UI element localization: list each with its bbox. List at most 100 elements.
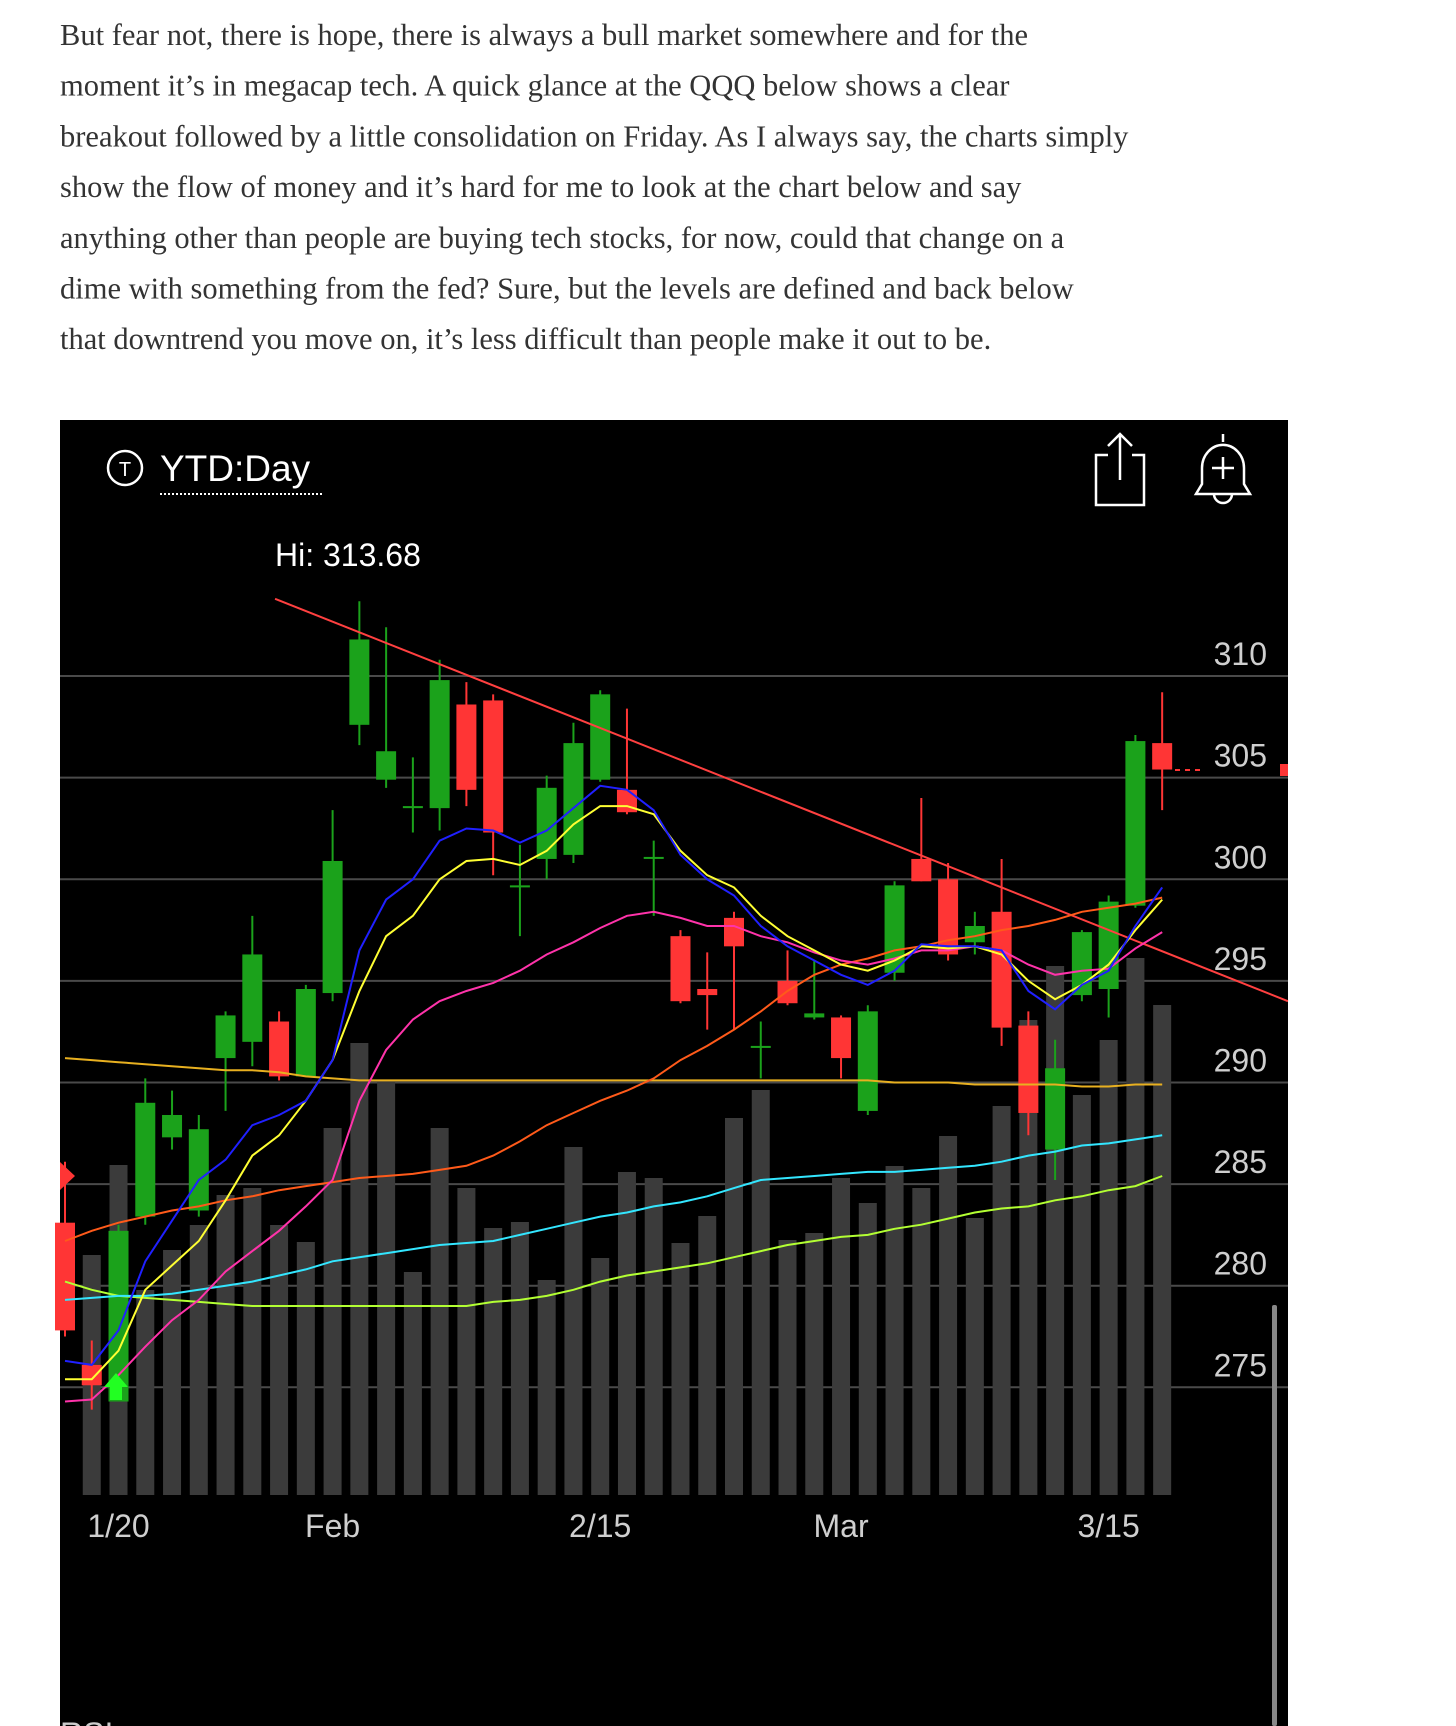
candle-body	[1125, 741, 1146, 906]
candle-body	[590, 694, 611, 780]
volume-bar	[1153, 1005, 1172, 1495]
y-tick-label: 275	[1214, 1347, 1267, 1383]
volume-bar	[189, 1225, 208, 1495]
volume-bar	[350, 1043, 369, 1495]
y-tick-label: 310	[1214, 636, 1267, 672]
x-tick-label: 2/15	[569, 1508, 631, 1544]
share-icon[interactable]	[1094, 432, 1146, 507]
moving-average-line	[64, 1175, 1163, 1307]
x-tick-label: Feb	[305, 1508, 360, 1544]
candle-body	[831, 1017, 852, 1059]
volume-bar	[992, 1106, 1011, 1495]
candle-body	[563, 743, 584, 855]
alert-icon[interactable]	[1193, 434, 1253, 505]
volume-bar	[671, 1243, 690, 1495]
volume-bar	[403, 1272, 422, 1495]
candle-body	[456, 704, 477, 790]
candle-body	[429, 680, 450, 809]
volume-bar	[510, 1222, 529, 1495]
candle-body	[402, 806, 423, 809]
candle-body	[857, 1011, 878, 1111]
text-line: anything other than people are buying te…	[60, 221, 1065, 255]
ticker-icon-letter: T	[119, 459, 131, 481]
volume-bar	[725, 1118, 743, 1495]
volume-bar	[1126, 958, 1145, 1495]
candle-body	[322, 860, 343, 994]
price-marker	[1280, 764, 1288, 776]
volume-bar	[832, 1178, 851, 1495]
volume-bar	[484, 1228, 503, 1495]
volume-bar	[270, 1225, 289, 1495]
y-tick-label: 290	[1214, 1042, 1267, 1078]
candle-body	[376, 751, 397, 780]
candle-body	[1071, 932, 1092, 996]
candle-body	[643, 856, 664, 859]
volume-bar	[1019, 1020, 1038, 1495]
y-tick-label: 305	[1214, 738, 1267, 774]
candle-body	[242, 954, 263, 1042]
period-selector[interactable]: YTD:Day	[160, 448, 311, 489]
moving-average-line	[64, 784, 1164, 1366]
candle-body	[911, 858, 932, 882]
volume-bar	[564, 1147, 583, 1495]
chart-background	[60, 420, 1288, 1726]
volume-bar	[591, 1258, 610, 1495]
candle-body	[162, 1114, 183, 1138]
candle-body	[750, 1045, 771, 1048]
candle-body	[108, 1230, 129, 1402]
candle-body	[536, 787, 557, 859]
text-line: moment it’s in megacap tech. A quick gla…	[60, 69, 1009, 103]
high-annotation: Hi: 313.68	[275, 537, 421, 573]
x-tick-label: 3/15	[1077, 1508, 1139, 1544]
moving-average-line	[64, 1057, 1163, 1088]
volume-bar	[136, 1290, 155, 1495]
y-tick-label: 300	[1214, 839, 1267, 875]
candle-body	[938, 879, 959, 955]
volume-bar	[163, 1250, 182, 1495]
article-text: But fear not, there is hope, there is al…	[60, 18, 1129, 356]
candle-body	[349, 639, 370, 725]
candle-body	[269, 1021, 290, 1077]
x-tick-label: 1/20	[87, 1508, 149, 1544]
ticker-icon[interactable]	[106, 449, 144, 487]
candle-body	[483, 700, 504, 833]
moving-average-line	[64, 1134, 1163, 1301]
volume-bar	[778, 1240, 797, 1495]
scrollbar	[1272, 1305, 1277, 1726]
candle-body	[1152, 743, 1173, 770]
volume-bar	[912, 1188, 931, 1495]
volume-bar	[457, 1188, 476, 1495]
candle-body	[1045, 1068, 1066, 1150]
volume-bar	[537, 1280, 556, 1495]
chart: 275 280 285 290 295 300 305 310 1/20 Feb 2/15 Mar 3/…	[55, 537, 1289, 1544]
text-line: that downtrend you move on, it’s less di…	[60, 322, 991, 356]
candle-body	[1098, 901, 1119, 989]
candle-body	[670, 936, 691, 1002]
volume-bar	[965, 1218, 984, 1495]
volume-bar	[751, 1090, 770, 1495]
candle-body	[509, 885, 530, 888]
volume-bar	[858, 1203, 877, 1495]
candle-body	[81, 1364, 102, 1386]
y-tick-label: 295	[1214, 941, 1267, 977]
volume-bar	[1099, 1040, 1118, 1495]
volume-bar	[805, 1233, 824, 1495]
moving-average-line	[64, 896, 1163, 1242]
trendline	[274, 597, 1289, 1003]
volume-bar	[216, 1195, 235, 1495]
candle-body	[697, 988, 718, 996]
buy-arrow	[104, 1373, 128, 1400]
candle-body	[295, 988, 316, 1077]
text-line: dime with something from the fed? Sure, …	[60, 272, 1074, 306]
candle-body	[991, 911, 1012, 1028]
volume-bar	[698, 1216, 717, 1495]
volume-bar	[243, 1188, 262, 1495]
text-line: show the flow of money and it’s hard for…	[60, 170, 1022, 204]
volume-bar	[296, 1242, 315, 1495]
indicator-label: RSI	[60, 1716, 113, 1726]
candle-body	[215, 1015, 236, 1059]
volume-bar	[430, 1128, 449, 1495]
text-line: But fear not, there is hope, there is al…	[60, 18, 1028, 52]
